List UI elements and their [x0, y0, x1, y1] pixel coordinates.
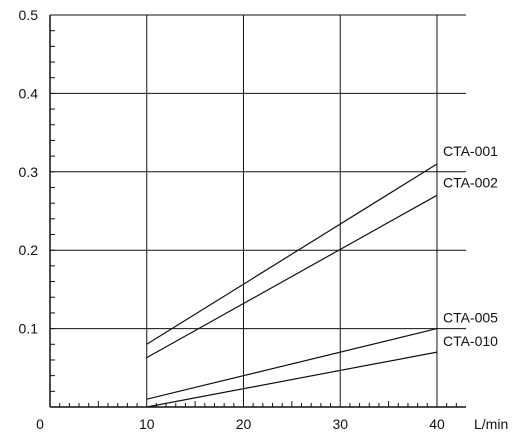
x-axis-title: L/min: [474, 416, 508, 432]
series-line-cta-002: [146, 194, 438, 359]
series-line-cta-001: [146, 163, 438, 345]
x-tick-label-1: 10: [139, 416, 155, 432]
x-tick-label-2: 20: [236, 416, 252, 432]
y-tick-label-2: 0.3: [19, 164, 39, 180]
axes: [49, 15, 466, 408]
y-tick-label-1: 0.2: [19, 242, 39, 258]
y-tick-label-4: 0.5: [19, 7, 39, 23]
x-tick-label-3: 30: [332, 416, 348, 432]
series-label-cta-002: CTA-002: [443, 174, 498, 190]
labels: 0.1 0.2 0.3 0.4 0.5 0 10 20 30 40 L/min CTA-001 CTA-…: [19, 7, 509, 432]
y-tick-label-3: 0.4: [19, 85, 39, 101]
series-lines: [146, 163, 438, 408]
x-tick-label-4: 40: [429, 416, 445, 432]
series-label-cta-001: CTA-001: [443, 143, 498, 159]
grid: [50, 14, 466, 407]
series-label-cta-005: CTA-005: [443, 310, 498, 326]
series-line-cta-005: [146, 328, 438, 400]
x-tick-label-0: 0: [36, 416, 44, 432]
series-label-cta-010: CTA-010: [443, 333, 498, 349]
series-line-cta-010: [146, 351, 438, 408]
y-tick-label-0: 0.1: [19, 321, 39, 337]
